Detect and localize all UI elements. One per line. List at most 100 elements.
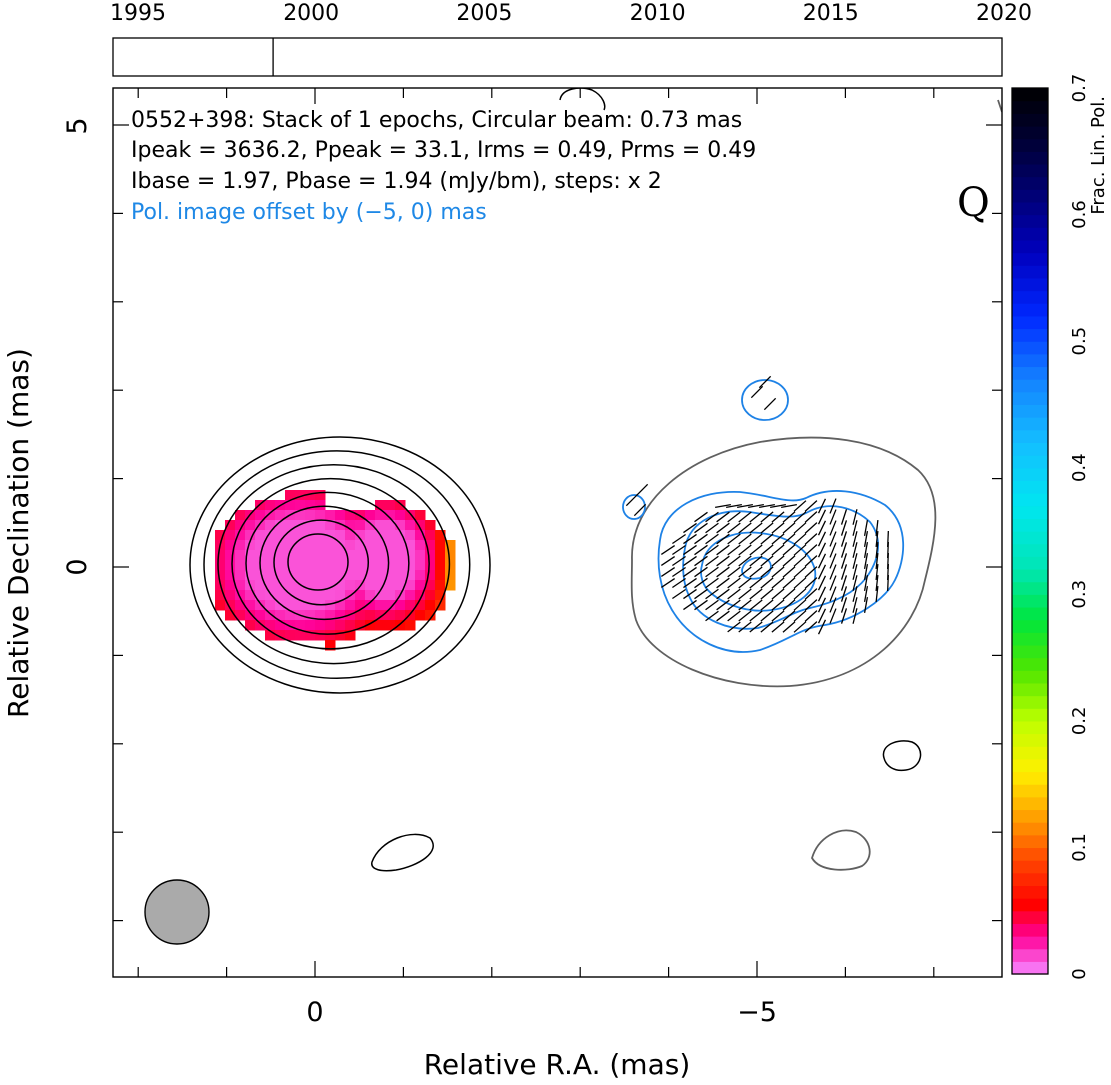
pixel: [285, 630, 296, 641]
pixel: [325, 550, 336, 561]
evpa-tick: [760, 588, 774, 600]
stokes-i-contour: [371, 833, 434, 872]
pixel: [225, 560, 236, 571]
pixel: [255, 600, 266, 611]
evpa-tick: [782, 555, 796, 567]
pixel: [275, 510, 286, 521]
pixel: [285, 600, 296, 611]
pixel: [385, 620, 396, 631]
pixel: [325, 520, 336, 531]
evpa-tick: [694, 555, 708, 567]
evpa-tick: [738, 522, 752, 534]
evpa-tick: [817, 586, 827, 602]
evpa-tick: [771, 522, 785, 534]
pixel: [265, 590, 276, 601]
evpa-tick: [635, 483, 649, 497]
pixel: [345, 580, 356, 591]
evpa-tick: [738, 577, 752, 589]
pixel: [235, 600, 246, 611]
evpa-tick: [793, 588, 807, 600]
pixel: [355, 610, 366, 621]
evpa-tick: [758, 375, 772, 389]
evpa-tick: [749, 588, 763, 600]
colorbar-swatch: [1012, 328, 1048, 342]
evpa-tick: [694, 533, 708, 545]
evpa-tick: [760, 511, 774, 523]
timeline: 1995 2000 2005 2010 2015 2020: [110, 1, 1032, 77]
colorbar-swatch: [1012, 531, 1048, 545]
pixel: [325, 600, 336, 611]
evpa-tick: [852, 597, 858, 613]
pixel: [325, 560, 336, 571]
evpa-tick: [672, 555, 686, 567]
colorbar-swatch: [1012, 227, 1048, 241]
pixel: [355, 620, 366, 631]
pixel: [405, 590, 416, 601]
evpa-tick: [875, 574, 879, 592]
pixel: [225, 520, 236, 531]
colorbar-swatch: [1012, 796, 1048, 811]
evpa-tick: [716, 544, 730, 556]
pixel: [375, 520, 386, 531]
pixel: [435, 590, 446, 601]
pixel: [445, 570, 456, 581]
colorbar-label: Frac. Lin. Pol.: [1088, 96, 1109, 215]
evpa-tick: [771, 610, 785, 622]
pixel: [245, 570, 256, 581]
evpa-tick: [760, 621, 774, 633]
pixel: [305, 510, 316, 521]
pixel: [315, 630, 326, 641]
x-axis-label: Relative R.A. (mas): [424, 1048, 691, 1081]
pixel: [325, 510, 336, 521]
pixel: [245, 600, 256, 611]
pixel: [315, 490, 326, 501]
evpa-tick: [829, 608, 837, 624]
evpa-tick: [817, 553, 827, 569]
evpa-tick: [749, 533, 763, 545]
pixel: [395, 580, 406, 591]
evpa-vectors: [625, 375, 889, 635]
evpa-tick: [727, 610, 741, 622]
pixel: [355, 530, 366, 541]
pixel: [275, 590, 286, 601]
evpa-tick: [694, 599, 708, 611]
pixel: [295, 620, 306, 631]
colorbar-swatch: [1012, 125, 1048, 140]
evpa-tick: [672, 533, 686, 545]
evpa-tick: [829, 498, 837, 514]
evpa-tick: [625, 493, 639, 507]
pixel: [295, 520, 306, 531]
stokes-i-contour: [231, 477, 430, 650]
timeline-tick-label: 2000: [283, 1, 339, 26]
colorbar-swatch: [1012, 568, 1048, 583]
stokes-i-contour: [203, 450, 471, 680]
pixel: [425, 530, 436, 541]
pixel: [425, 550, 436, 561]
evpa-tick: [852, 586, 858, 602]
pixel: [335, 520, 346, 531]
map-frame: [112, 87, 1003, 978]
evpa-tick: [793, 500, 807, 512]
pixel: [305, 540, 316, 551]
pixel: [355, 600, 366, 611]
pixel: [225, 600, 236, 611]
evpa-tick: [716, 522, 730, 534]
pixel: [275, 550, 286, 561]
evpa-tick: [705, 511, 719, 523]
evpa-tick: [716, 566, 730, 578]
evpa-tick: [705, 610, 719, 622]
colorbar-swatch: [1012, 822, 1048, 836]
evpa-tick: [727, 533, 741, 545]
pixel: [415, 590, 426, 601]
pixel: [405, 600, 416, 611]
pixel: [445, 580, 456, 591]
pixel: [235, 520, 246, 531]
pixel: [215, 590, 226, 601]
evpa-tick: [817, 542, 827, 558]
evpa-tick: [875, 552, 879, 570]
colorbar-swatch: [1012, 771, 1048, 785]
pixel: [215, 560, 226, 571]
pixel: [355, 590, 366, 601]
evpa-tick: [726, 503, 742, 509]
evpa-tick: [705, 588, 719, 600]
